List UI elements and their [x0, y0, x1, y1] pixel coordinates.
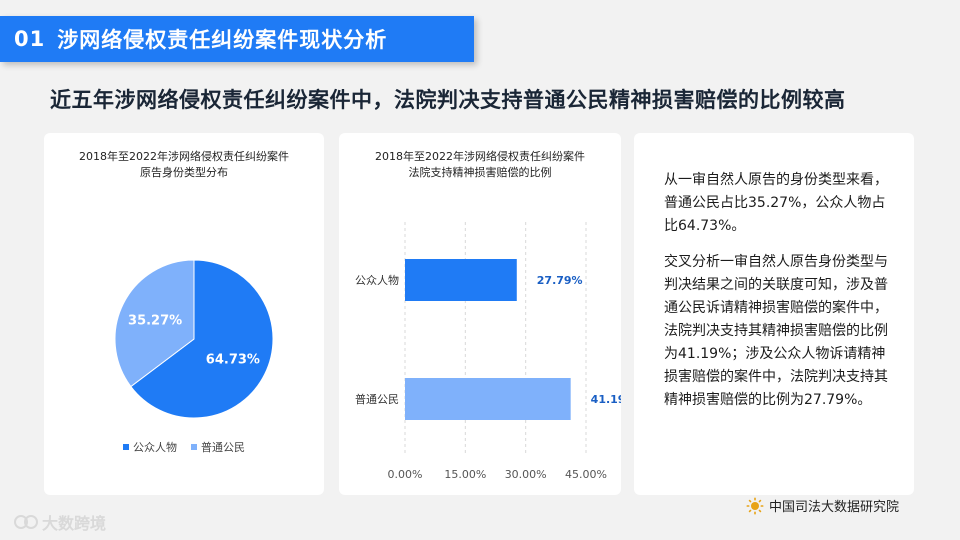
- pie-chart: 64.73% 35.27%: [114, 259, 274, 419]
- bar-ordinary-citizens: [405, 378, 571, 420]
- pie-chart-title-line1: 2018年至2022年涉网络侵权责任纠纷案件: [79, 150, 289, 163]
- watermark: 大数跨境: [14, 510, 106, 534]
- pie-chart-title-line2: 原告身份类型分布: [140, 166, 228, 179]
- section-number: 01: [14, 27, 46, 51]
- page-headline: 近五年涉网络侵权责任纠纷案件中，法院判决支持普通公民精神损害赔偿的比例较高: [50, 88, 846, 112]
- section-banner: 01 涉网络侵权责任纠纷案件现状分析: [0, 16, 474, 62]
- bar-chart-title: 2018年至2022年涉网络侵权责任纠纷案件 法院支持精神损害赔偿的比例: [339, 149, 621, 181]
- x-tick-label: 0.00%: [388, 468, 423, 481]
- bar-value-label: 27.79%: [537, 274, 583, 287]
- bar-chart-title-line2: 法院支持精神损害赔偿的比例: [408, 166, 552, 179]
- pie-slice-public-figures: [130, 259, 274, 419]
- legend-label-public-figures: 公众人物: [133, 441, 177, 454]
- watermark-logo-icon: [14, 515, 38, 529]
- section-title: 涉网络侵权责任纠纷案件现状分析: [57, 28, 388, 52]
- x-tick-label: 15.00%: [444, 468, 486, 481]
- y-category-label: 普通公民: [355, 392, 399, 406]
- legend-label-ordinary-citizens: 普通公民: [201, 441, 245, 454]
- pie-chart-title: 2018年至2022年涉网络侵权责任纠纷案件 原告身份类型分布: [44, 149, 324, 181]
- x-tick-label: 30.00%: [505, 468, 547, 481]
- bar-chart: 27.79% 41.19% 0.00% 15.00% 30.00% 45.00% 公众人物…: [355, 222, 621, 481]
- bar-public-figures: [405, 259, 517, 301]
- sun-logo-icon: [746, 497, 764, 514]
- analysis-text-card: 从一审自然人原告的身份类型来看，普通公民占比35.27%，公众人物占比64.73…: [634, 133, 914, 495]
- analysis-paragraph-1: 从一审自然人原告的身份类型来看，普通公民占比35.27%，公众人物占比64.73…: [664, 172, 888, 234]
- pie-label-public-figures: 64.73%: [206, 352, 260, 367]
- legend-item-public-figures: 公众人物: [123, 439, 177, 455]
- pie-chart-card: 2018年至2022年涉网络侵权责任纠纷案件 原告身份类型分布 64.73% 3…: [44, 133, 324, 495]
- data-source-text: 中国司法大数据研究院: [769, 500, 900, 515]
- bar-chart-title-line1: 2018年至2022年涉网络侵权责任纠纷案件: [375, 150, 585, 163]
- y-category-label: 公众人物: [355, 273, 399, 287]
- pie-slice-ordinary-citizens: [114, 259, 195, 388]
- legend-swatch-ordinary-citizens: [191, 444, 197, 450]
- bar-value-label: 41.19%: [591, 393, 621, 406]
- legend-item-ordinary-citizens: 普通公民: [191, 439, 245, 455]
- bar-chart-card: 2018年至2022年涉网络侵权责任纠纷案件 法院支持精神损害赔偿的比例 27.…: [339, 133, 621, 495]
- data-source: 中国司法大数据研究院: [746, 496, 899, 515]
- watermark-text: 大数跨境: [42, 514, 107, 533]
- pie-legend: 公众人物 普通公民: [44, 439, 324, 455]
- legend-swatch-public-figures: [123, 444, 129, 450]
- pie-label-ordinary-citizens: 35.27%: [128, 314, 182, 329]
- x-tick-label: 45.00%: [565, 468, 607, 481]
- analysis-paragraph-2: 交叉分析一审自然人原告身份类型与判决结果之间的关联度可知，涉及普通公民诉请精神损…: [664, 254, 888, 408]
